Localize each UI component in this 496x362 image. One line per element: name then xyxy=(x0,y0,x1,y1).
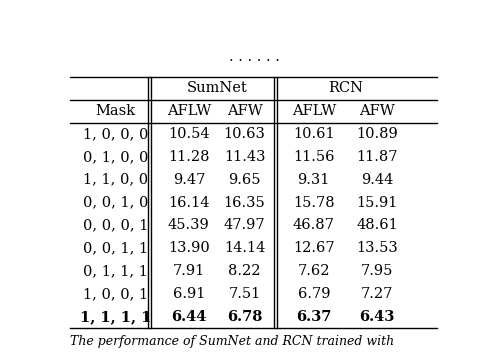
Text: AFLW: AFLW xyxy=(292,104,336,118)
Text: 11.43: 11.43 xyxy=(224,150,265,164)
Text: 10.63: 10.63 xyxy=(224,127,265,141)
Text: 0, 0, 0, 1: 0, 0, 0, 1 xyxy=(83,218,148,232)
Text: 11.28: 11.28 xyxy=(168,150,210,164)
Text: 0, 0, 1, 1: 0, 0, 1, 1 xyxy=(83,241,148,255)
Text: 12.67: 12.67 xyxy=(293,241,335,255)
Text: 6.78: 6.78 xyxy=(227,310,262,324)
Text: 11.87: 11.87 xyxy=(357,150,398,164)
Text: 16.35: 16.35 xyxy=(224,195,265,210)
Text: 7.95: 7.95 xyxy=(361,264,393,278)
Text: 6.37: 6.37 xyxy=(296,310,331,324)
Text: 9.31: 9.31 xyxy=(298,173,330,187)
Text: 14.14: 14.14 xyxy=(224,241,265,255)
Text: 6.91: 6.91 xyxy=(173,287,205,301)
Text: 15.91: 15.91 xyxy=(357,195,398,210)
Text: 0, 0, 1, 0: 0, 0, 1, 0 xyxy=(83,195,148,210)
Text: 10.89: 10.89 xyxy=(356,127,398,141)
Text: 13.90: 13.90 xyxy=(168,241,210,255)
Text: 1, 1, 1, 1: 1, 1, 1, 1 xyxy=(80,310,151,324)
Text: 10.61: 10.61 xyxy=(293,127,335,141)
Text: 1, 0, 0, 1: 1, 0, 0, 1 xyxy=(83,287,148,301)
Text: 1, 0, 0, 0: 1, 0, 0, 0 xyxy=(83,127,148,141)
Text: 0, 1, 1, 1: 0, 1, 1, 1 xyxy=(83,264,148,278)
Text: AFLW: AFLW xyxy=(167,104,211,118)
Text: 45.39: 45.39 xyxy=(168,218,210,232)
Text: 8.22: 8.22 xyxy=(228,264,261,278)
Text: 7.62: 7.62 xyxy=(298,264,330,278)
Text: 13.53: 13.53 xyxy=(356,241,398,255)
Text: AFW: AFW xyxy=(227,104,262,118)
Text: 9.44: 9.44 xyxy=(361,173,393,187)
Text: 47.97: 47.97 xyxy=(224,218,265,232)
Text: 6.79: 6.79 xyxy=(298,287,330,301)
Text: 7.27: 7.27 xyxy=(361,287,393,301)
Text: 16.14: 16.14 xyxy=(168,195,210,210)
Text: 0, 1, 0, 0: 0, 1, 0, 0 xyxy=(83,150,148,164)
Text: RCN: RCN xyxy=(328,81,363,95)
Text: 6.44: 6.44 xyxy=(171,310,206,324)
Text: 9.47: 9.47 xyxy=(173,173,205,187)
Text: . . . . . .: . . . . . . xyxy=(229,50,280,64)
Text: The performance of SumNet and RCN trained with: The performance of SumNet and RCN traine… xyxy=(69,335,394,348)
Text: 46.87: 46.87 xyxy=(293,218,335,232)
Text: 7.51: 7.51 xyxy=(229,287,261,301)
Text: 11.56: 11.56 xyxy=(293,150,334,164)
Text: SumNet: SumNet xyxy=(186,81,247,95)
Text: 48.61: 48.61 xyxy=(356,218,398,232)
Text: 7.91: 7.91 xyxy=(173,264,205,278)
Text: 9.65: 9.65 xyxy=(228,173,261,187)
Text: 1, 1, 0, 0: 1, 1, 0, 0 xyxy=(83,173,148,187)
Text: 6.43: 6.43 xyxy=(360,310,395,324)
Text: 15.78: 15.78 xyxy=(293,195,335,210)
Text: Mask: Mask xyxy=(96,104,136,118)
Text: AFW: AFW xyxy=(359,104,395,118)
Text: 10.54: 10.54 xyxy=(168,127,210,141)
